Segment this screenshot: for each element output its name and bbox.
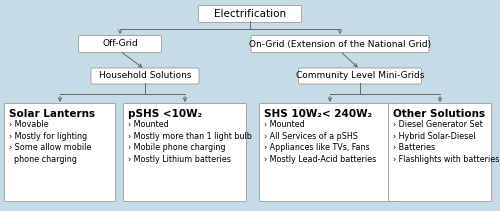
FancyBboxPatch shape [260,104,400,202]
Text: Community Level Mini-Grids: Community Level Mini-Grids [296,72,424,81]
FancyBboxPatch shape [388,104,492,202]
Text: Electrification: Electrification [214,9,286,19]
Text: Off-Grid: Off-Grid [102,39,138,49]
FancyBboxPatch shape [198,5,302,23]
FancyBboxPatch shape [251,35,429,53]
FancyBboxPatch shape [298,68,422,84]
Text: › Diesel Generator Set
› Hybrid Solar-Diesel
› Batteries
› Flashlights with batt: › Diesel Generator Set › Hybrid Solar-Di… [393,120,500,164]
Text: Solar Lanterns: Solar Lanterns [9,109,95,119]
Text: › Mounted
› All Services of a pSHS
› Appliances like TVs, Fans
› Mostly Lead-Aci: › Mounted › All Services of a pSHS › App… [264,120,376,164]
FancyBboxPatch shape [124,104,246,202]
Text: › Movable
› Mostly for lighting
› Some allow mobile
  phone charging: › Movable › Mostly for lighting › Some a… [9,120,92,164]
Text: On-Grid (Extension of the National Grid): On-Grid (Extension of the National Grid) [249,39,431,49]
Text: SHS 10W₂< 240W₂: SHS 10W₂< 240W₂ [264,109,372,119]
FancyBboxPatch shape [91,68,199,84]
FancyBboxPatch shape [4,104,116,202]
Text: Other Solutions: Other Solutions [393,109,485,119]
Text: Household Solutions: Household Solutions [99,72,191,81]
FancyBboxPatch shape [78,35,162,53]
Text: › Mounted
› Mostly more than 1 light bulb
› Mobile phone charging
› Mostly Lithi: › Mounted › Mostly more than 1 light bul… [128,120,252,164]
Text: pSHS <10W₂: pSHS <10W₂ [128,109,202,119]
